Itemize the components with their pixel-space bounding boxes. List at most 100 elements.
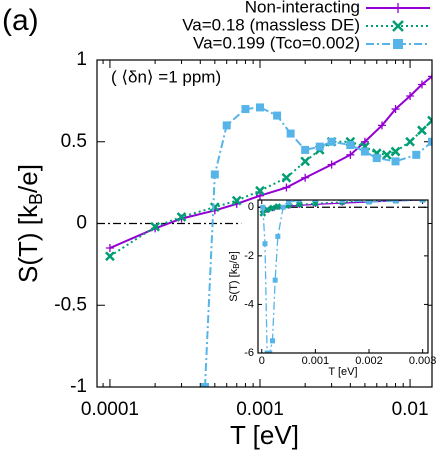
marker: [269, 338, 275, 344]
marker: [273, 111, 282, 120]
marker: [255, 185, 265, 196]
marker: [210, 170, 219, 179]
y-tick-label: -2: [244, 250, 254, 262]
marker: [393, 39, 403, 49]
marker: [272, 277, 278, 283]
panel-label: (a): [2, 4, 39, 37]
annotation: ( ⟨δn⟩ =1 ppm): [111, 67, 221, 86]
series-line: [109, 75, 432, 249]
marker: [420, 200, 426, 203]
y-tick-label: 1: [76, 49, 87, 70]
marker: [406, 91, 415, 100]
x-tick-label: 0.01: [392, 399, 429, 420]
marker: [427, 115, 432, 126]
marker: [264, 350, 270, 353]
marker: [260, 204, 266, 210]
marker: [366, 200, 372, 205]
marker: [417, 125, 427, 136]
series-line: [109, 119, 432, 258]
legend-label: Non-interacting: [245, 0, 360, 16]
y-axis-label: S(T) [kB/e]: [228, 251, 241, 302]
marker: [222, 121, 231, 130]
marker: [280, 204, 286, 210]
marker: [295, 200, 303, 208]
marker: [282, 183, 291, 192]
marker: [267, 350, 273, 353]
x-tick-label: 0.003: [409, 355, 436, 367]
marker: [327, 160, 336, 169]
y-axis-label-part: S(T) [k: [228, 268, 240, 301]
y-axis-label: S(T) [kB/e]: [13, 164, 46, 283]
marker: [390, 146, 401, 157]
marker: [391, 105, 400, 114]
x-tick-label: 0: [259, 355, 265, 367]
y-tick-label: 0.5: [61, 131, 87, 152]
marker: [360, 137, 369, 146]
y-axis-label-part: B: [26, 193, 46, 205]
marker: [412, 150, 421, 159]
marker: [263, 206, 271, 214]
marker: [296, 200, 302, 203]
marker: [256, 103, 265, 112]
y-axis-label-part: /e]: [228, 251, 240, 263]
plot-area: [105, 72, 432, 387]
y-tick-label: 0: [248, 201, 254, 213]
marker: [105, 244, 114, 253]
marker: [256, 191, 265, 200]
marker: [417, 80, 426, 89]
marker: [391, 157, 400, 166]
marker: [301, 145, 310, 154]
marker: [200, 383, 209, 387]
marker: [346, 141, 355, 150]
x-axis-label: T [eV]: [328, 366, 357, 378]
x-tick-label: 0.001: [236, 399, 284, 420]
y-axis-label-part: S(T) [k: [13, 204, 43, 283]
marker: [275, 233, 281, 239]
marker: [262, 241, 268, 247]
marker: [281, 172, 292, 183]
marker: [393, 200, 399, 204]
marker: [286, 200, 292, 205]
legend-label: Va=0.199 (Tco=0.002): [193, 33, 360, 52]
y-tick-label: -4: [244, 298, 254, 310]
marker: [241, 105, 250, 114]
marker: [339, 200, 345, 203]
series-line: [203, 106, 432, 387]
y-tick-label: -0.5: [54, 294, 87, 315]
marker: [269, 204, 276, 212]
marker: [327, 137, 336, 146]
marker: [428, 137, 432, 146]
marker: [274, 203, 282, 210]
plot-frame: [96, 59, 433, 388]
marker: [405, 136, 415, 147]
marker: [312, 200, 318, 203]
marker: [315, 142, 324, 151]
x-tick-label: 0.002: [355, 355, 383, 367]
marker: [392, 20, 404, 32]
marker: [360, 147, 369, 156]
marker: [301, 173, 310, 182]
marker: [209, 202, 220, 213]
y-tick-label: 0: [76, 213, 87, 234]
marker: [105, 251, 115, 262]
x-tick-label: 0.0001: [81, 399, 139, 420]
y-axis-label-part: /e]: [13, 164, 43, 193]
plot-area: [259, 200, 427, 353]
marker: [300, 156, 311, 167]
marker: [150, 221, 160, 232]
y-axis-label-part: B: [232, 263, 241, 268]
legend-label: Va=0.18 (massless DE): [182, 15, 360, 34]
marker: [176, 212, 187, 222]
plot-frame: [257, 199, 429, 354]
marker: [286, 129, 295, 138]
x-tick-label: 0.001: [302, 355, 330, 367]
marker: [346, 150, 355, 159]
marker: [372, 154, 381, 163]
y-tick-label: -6: [244, 347, 254, 359]
marker: [231, 195, 242, 206]
x-axis-label: T [eV]: [230, 420, 299, 450]
inset-background: [258, 200, 428, 353]
y-tick-label: -1: [70, 376, 87, 397]
marker: [377, 121, 386, 130]
